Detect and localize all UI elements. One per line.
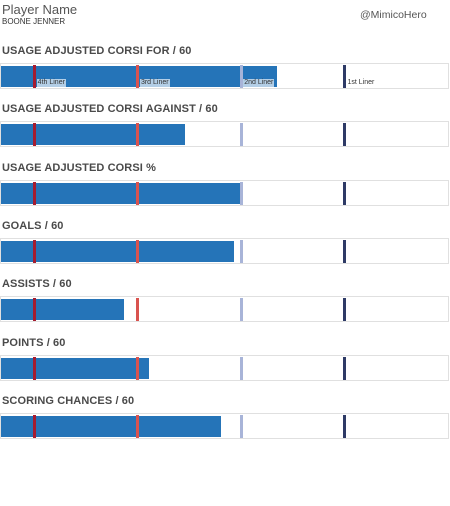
metric-value-bar <box>1 124 186 146</box>
metric-value-bar <box>1 182 242 204</box>
first-liner-threshold-line <box>342 356 346 380</box>
second-liner-threshold-line <box>239 298 243 322</box>
metric-value-bar <box>1 240 235 262</box>
first-liner-threshold-line <box>342 181 346 205</box>
metric-value-bar <box>1 357 150 379</box>
second-liner-threshold-line <box>239 65 243 88</box>
fourth-liner-threshold-line <box>33 65 37 88</box>
first-liner-label: 1st Liner <box>346 79 376 87</box>
third-liner-threshold-line <box>136 356 140 380</box>
fourth-liner-threshold-line <box>33 414 37 438</box>
metric-bar-track <box>0 296 449 323</box>
metric-title: POINTS / 60 <box>2 336 66 349</box>
chart-title: Player Name <box>2 2 78 17</box>
metric-bar-track <box>0 354 449 381</box>
fourth-liner-label: 4th Liner <box>36 79 66 87</box>
metric-bar-track <box>0 121 449 148</box>
third-liner-threshold-line <box>136 239 140 263</box>
fourth-liner-threshold-line <box>33 356 37 380</box>
player-name: BOONE JENNER <box>2 17 66 26</box>
metric-bar-track <box>0 179 449 206</box>
third-liner-threshold-line <box>136 65 140 88</box>
fourth-liner-threshold-line <box>33 239 37 263</box>
first-liner-threshold-line <box>342 414 346 438</box>
metric-bar-track: 4th Liner 3rd Liner 2nd Liner 1st Liner <box>0 63 449 89</box>
first-liner-threshold-line <box>342 298 346 322</box>
metric-title: ASSISTS / 60 <box>2 278 72 291</box>
second-liner-threshold-line <box>239 356 243 380</box>
metric-title: GOALS / 60 <box>2 219 64 232</box>
first-liner-threshold-line <box>342 239 346 263</box>
metric-title: USAGE ADJUSTED CORSI AGAINST / 60 <box>2 103 218 116</box>
first-liner-threshold-line <box>342 123 346 147</box>
third-liner-threshold-line <box>136 414 140 438</box>
metric-value-bar <box>1 299 125 321</box>
third-liner-threshold-line <box>136 298 140 322</box>
second-liner-label: 2nd Liner <box>243 79 275 87</box>
third-liner-threshold-line <box>136 123 140 147</box>
metric-title: SCORING CHANCES / 60 <box>2 394 135 407</box>
third-liner-threshold-line <box>136 181 140 205</box>
metric-bar-track <box>0 412 449 439</box>
second-liner-threshold-line <box>239 181 243 205</box>
second-liner-threshold-line <box>239 239 243 263</box>
third-liner-label: 3rd Liner <box>139 79 170 87</box>
first-liner-threshold-line <box>342 65 346 88</box>
author-handle: @MimicoHero <box>360 9 427 21</box>
fourth-liner-threshold-line <box>33 123 37 147</box>
second-liner-threshold-line <box>239 123 243 147</box>
second-liner-threshold-line <box>239 414 243 438</box>
metric-title: USAGE ADJUSTED CORSI FOR / 60 <box>2 45 192 57</box>
metric-title: USAGE ADJUSTED CORSI % <box>2 161 156 174</box>
metric-value-bar <box>1 415 221 437</box>
fourth-liner-threshold-line <box>33 298 37 322</box>
metric-bar-track <box>0 237 449 264</box>
fourth-liner-threshold-line <box>33 181 37 205</box>
